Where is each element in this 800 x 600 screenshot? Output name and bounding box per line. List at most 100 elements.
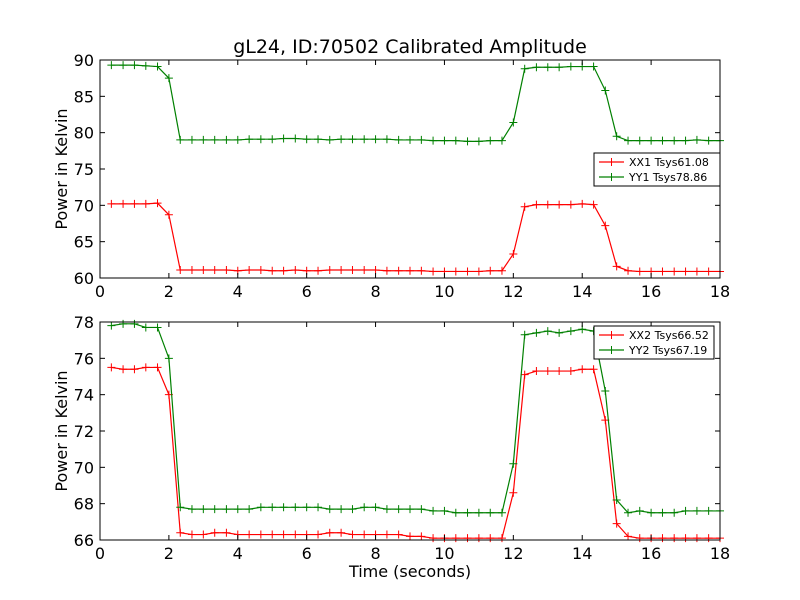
data-point <box>130 199 139 208</box>
chart-title: gL24, ID:70502 Calibrated Amplitude <box>233 36 587 58</box>
data-point <box>658 534 667 543</box>
data-point <box>245 530 254 539</box>
y-tick-label: 74 <box>74 386 94 405</box>
y-tick-label: 70 <box>74 458 94 477</box>
y-tick-label: 72 <box>74 422 94 441</box>
data-point <box>245 505 254 514</box>
x-tick-label: 6 <box>302 544 312 563</box>
plot-panel-1: 0 2 4 6 8 10 12 14 16 18 60 65 70 75 80 85 90 Power in Ke… <box>52 51 730 301</box>
data-point <box>635 534 644 543</box>
data-point <box>325 505 334 514</box>
data-point <box>245 135 254 144</box>
data-point <box>692 135 701 144</box>
data-point <box>589 62 598 71</box>
data-point <box>406 266 414 275</box>
data-point <box>532 200 541 209</box>
data-point <box>658 136 667 145</box>
x-tick-label: 8 <box>370 282 380 301</box>
data-point <box>325 528 334 537</box>
data-point <box>119 365 128 374</box>
data-point <box>394 135 403 144</box>
data-point <box>268 266 277 275</box>
data-point <box>245 266 254 275</box>
data-point <box>291 503 300 512</box>
data-point <box>107 61 116 70</box>
data-point <box>130 319 139 328</box>
data-point <box>555 63 564 72</box>
data-point <box>233 505 242 514</box>
x-tick-label: 18 <box>710 544 730 563</box>
data-point <box>222 266 231 275</box>
legend-label: XX2 Tsys66.52 <box>629 329 709 342</box>
data-point <box>578 199 587 208</box>
data-point <box>451 267 460 276</box>
data-point <box>141 61 150 70</box>
x-axis-label: Time (seconds) <box>348 562 471 581</box>
y-tick-label: 66 <box>74 531 94 550</box>
data-point <box>497 266 506 275</box>
data-point <box>612 519 621 528</box>
data-point <box>555 328 564 337</box>
data-point <box>658 508 667 517</box>
data-point <box>704 534 713 543</box>
data-point <box>187 266 196 275</box>
data-point <box>429 534 438 543</box>
data-point <box>440 136 449 145</box>
data-point <box>463 137 472 146</box>
x-tick-label: 18 <box>710 282 730 301</box>
data-point <box>601 387 610 396</box>
data-point <box>199 505 208 514</box>
data-point <box>635 267 644 276</box>
legend-label: YY2 Tsys67.19 <box>628 344 707 357</box>
data-point <box>647 508 656 517</box>
data-point <box>153 323 162 332</box>
data-point <box>187 135 196 144</box>
data-point <box>670 267 679 276</box>
data-point <box>532 367 541 376</box>
data-point <box>612 496 621 505</box>
data-point <box>279 266 288 275</box>
x-tick-label: 2 <box>164 282 174 301</box>
data-point <box>555 200 564 209</box>
x-tick-label: 14 <box>572 282 592 301</box>
x-tick-label: 4 <box>233 282 243 301</box>
data-point <box>314 266 323 275</box>
data-point <box>256 503 265 512</box>
data-point <box>291 530 300 539</box>
data-point <box>371 503 380 512</box>
data-point <box>302 135 311 144</box>
data-point <box>486 266 495 275</box>
data-point <box>210 528 219 537</box>
data-point <box>371 266 380 275</box>
data-point <box>704 506 713 515</box>
data-point <box>589 365 598 374</box>
y-tick-label: 78 <box>74 313 94 332</box>
legend-marker <box>607 158 616 166</box>
data-point <box>681 506 690 515</box>
data-point <box>314 135 323 144</box>
data-point <box>256 266 265 275</box>
data-point <box>463 267 472 276</box>
data-point <box>417 532 426 541</box>
data-point <box>164 74 173 83</box>
series-2-2 <box>107 319 724 517</box>
data-point <box>417 266 426 275</box>
data-point <box>635 136 644 145</box>
data-point <box>337 135 346 144</box>
data-point <box>382 135 391 144</box>
legend-label: YY1 Tsys78.86 <box>628 171 707 184</box>
data-point <box>210 505 219 514</box>
data-point <box>153 62 162 71</box>
data-point <box>474 267 483 276</box>
data-point <box>509 459 518 468</box>
data-point <box>486 534 495 543</box>
data-point <box>176 266 185 275</box>
data-point <box>382 266 391 275</box>
data-point <box>348 530 357 539</box>
data-point <box>141 323 150 332</box>
y-tick-label: 90 <box>74 51 94 70</box>
data-point <box>589 200 598 209</box>
data-point <box>348 135 357 144</box>
data-point <box>451 508 460 517</box>
